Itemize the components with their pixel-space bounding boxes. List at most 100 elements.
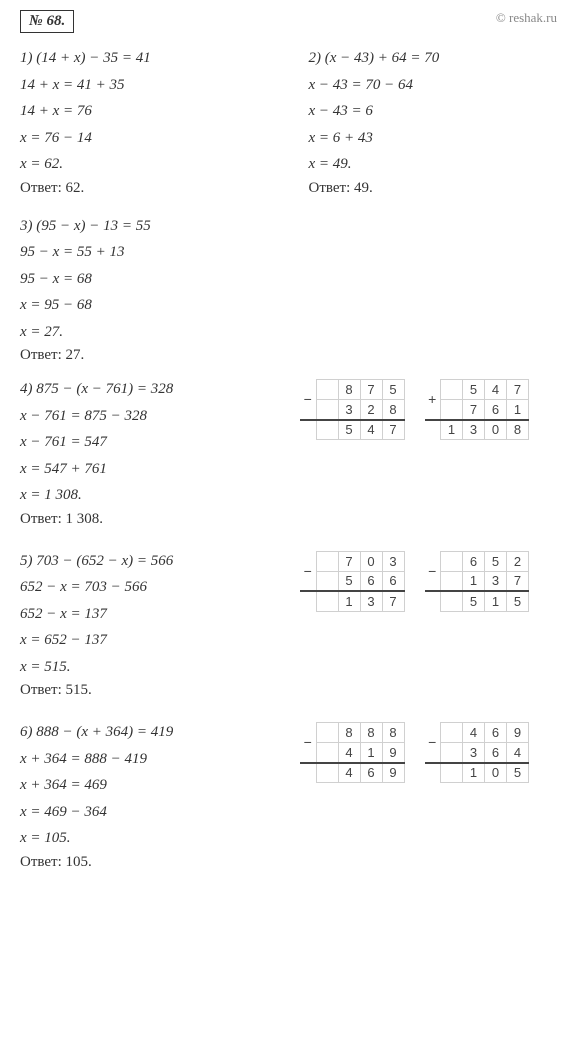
calc-cell xyxy=(316,551,338,571)
calc-cell: 5 xyxy=(463,380,485,400)
calc-cell xyxy=(316,400,338,420)
calc-cell xyxy=(316,723,338,743)
calc-cell: 6 xyxy=(360,571,382,591)
calc-sign: − xyxy=(300,551,316,591)
calculations: −888 419 469 −469 364 105 xyxy=(300,722,529,783)
calc-cell: 6 xyxy=(360,763,382,783)
eq-line: 5) 703 − (652 − x) = 566 xyxy=(20,550,280,573)
calc-table: −888 419 469 xyxy=(300,722,405,783)
calc-cell: 3 xyxy=(463,420,485,440)
calc-cell: 1 xyxy=(441,420,463,440)
eq-line: 4) 875 − (x − 761) = 328 xyxy=(20,378,280,401)
calc-cell: 4 xyxy=(485,380,507,400)
answer: Ответ: 105. xyxy=(20,854,280,871)
calc-cell: 4 xyxy=(463,723,485,743)
eq-line: 14 + x = 76 xyxy=(20,100,269,123)
equations: 4) 875 − (x − 761) = 328 x − 761 = 875 −… xyxy=(20,374,280,538)
eq-line: x = 515. xyxy=(20,656,280,679)
calc-cell: 1 xyxy=(485,591,507,611)
calc-cell xyxy=(441,723,463,743)
equations: 6) 888 − (x + 364) = 419 x + 364 = 888 −… xyxy=(20,717,280,881)
calc-cell: 9 xyxy=(382,763,404,783)
calc-cell xyxy=(441,380,463,400)
calc-cell: 3 xyxy=(463,743,485,763)
calc-cell: 6 xyxy=(485,723,507,743)
calc-cell xyxy=(441,763,463,783)
calc-cell: 1 xyxy=(360,743,382,763)
calc-cell: 8 xyxy=(382,723,404,743)
calc-sign: − xyxy=(425,723,441,763)
eq-line: 6) 888 − (x + 364) = 419 xyxy=(20,721,280,744)
problems-1-2: 1) (14 + x) − 35 = 41 14 + x = 41 + 35 1… xyxy=(20,43,557,207)
problem-4: 4) 875 − (x − 761) = 328 x − 761 = 875 −… xyxy=(20,374,557,538)
eq-line: x + 364 = 888 − 419 xyxy=(20,748,280,771)
calc-table: −652 137 515 xyxy=(425,551,530,612)
problem-number: № 68. xyxy=(20,10,74,33)
calc-cell: 8 xyxy=(338,723,360,743)
calc-cell: 6 xyxy=(463,551,485,571)
answer: Ответ: 1 308. xyxy=(20,511,280,528)
calc-sign: − xyxy=(300,380,316,420)
calc-cell xyxy=(441,591,463,611)
calc-cell: 0 xyxy=(485,420,507,440)
calc-table: −875 328 547 xyxy=(300,379,405,440)
calc-cell: 6 xyxy=(382,571,404,591)
calc-cell: 7 xyxy=(360,380,382,400)
calc-table: +547 761 1308 xyxy=(425,379,530,440)
eq-line: x = 76 − 14 xyxy=(20,127,269,150)
calc-cell: 7 xyxy=(507,571,529,591)
calc-cell: 0 xyxy=(485,763,507,783)
watermark: © reshak.ru xyxy=(496,10,557,26)
eq-line: x = 652 − 137 xyxy=(20,629,280,652)
eq-line: 2) (x − 43) + 64 = 70 xyxy=(309,47,558,70)
eq-line: x = 62. xyxy=(20,153,269,176)
calc-table: −469 364 105 xyxy=(425,722,530,783)
equations: 5) 703 − (652 − x) = 566 652 − x = 703 −… xyxy=(20,546,280,710)
calc-cell: 8 xyxy=(360,723,382,743)
eq-line: 1) (14 + x) − 35 = 41 xyxy=(20,47,269,70)
answer: Ответ: 27. xyxy=(20,347,557,364)
problem-2: 2) (x − 43) + 64 = 70 x − 43 = 70 − 64 x… xyxy=(309,43,558,207)
calc-sign: − xyxy=(300,723,316,763)
calc-cell: 8 xyxy=(338,380,360,400)
calculations: −875 328 547 +547 761 1308 xyxy=(300,379,529,440)
calc-cell: 1 xyxy=(507,400,529,420)
calc-cell: 1 xyxy=(463,763,485,783)
calc-cell xyxy=(441,400,463,420)
calc-cell: 3 xyxy=(338,400,360,420)
calc-cell: 4 xyxy=(338,763,360,783)
calc-cell: 4 xyxy=(507,743,529,763)
answer: Ответ: 49. xyxy=(309,180,558,197)
calc-cell: 7 xyxy=(463,400,485,420)
calc-cell: 7 xyxy=(382,591,404,611)
calc-cell xyxy=(316,591,338,611)
calc-cell: 3 xyxy=(485,571,507,591)
calc-sign: + xyxy=(425,380,441,420)
calc-cell: 5 xyxy=(338,420,360,440)
eq-line: x − 761 = 875 − 328 xyxy=(20,405,280,428)
eq-line: x = 469 − 364 xyxy=(20,801,280,824)
calc-cell xyxy=(316,420,338,440)
calc-sign: − xyxy=(425,551,441,591)
calc-cell: 7 xyxy=(338,551,360,571)
calc-cell xyxy=(316,763,338,783)
eq-line: 652 − x = 137 xyxy=(20,603,280,626)
eq-line: x = 49. xyxy=(309,153,558,176)
eq-line: x = 6 + 43 xyxy=(309,127,558,150)
calc-cell xyxy=(441,551,463,571)
calc-cell: 1 xyxy=(338,591,360,611)
problem-6: 6) 888 − (x + 364) = 419 x + 364 = 888 −… xyxy=(20,717,557,881)
calc-cell xyxy=(316,571,338,591)
calc-cell: 8 xyxy=(507,420,529,440)
calc-cell: 5 xyxy=(463,591,485,611)
calc-cell: 5 xyxy=(338,571,360,591)
calc-cell xyxy=(441,571,463,591)
calc-cell: 3 xyxy=(382,551,404,571)
calc-cell: 4 xyxy=(360,420,382,440)
calculations: −703 566 137 −652 137 515 xyxy=(300,551,529,612)
calc-table: −703 566 137 xyxy=(300,551,405,612)
eq-line: 95 − x = 55 + 13 xyxy=(20,241,557,264)
calc-cell: 3 xyxy=(360,591,382,611)
problem-1: 1) (14 + x) − 35 = 41 14 + x = 41 + 35 1… xyxy=(20,43,269,207)
calc-cell: 7 xyxy=(382,420,404,440)
